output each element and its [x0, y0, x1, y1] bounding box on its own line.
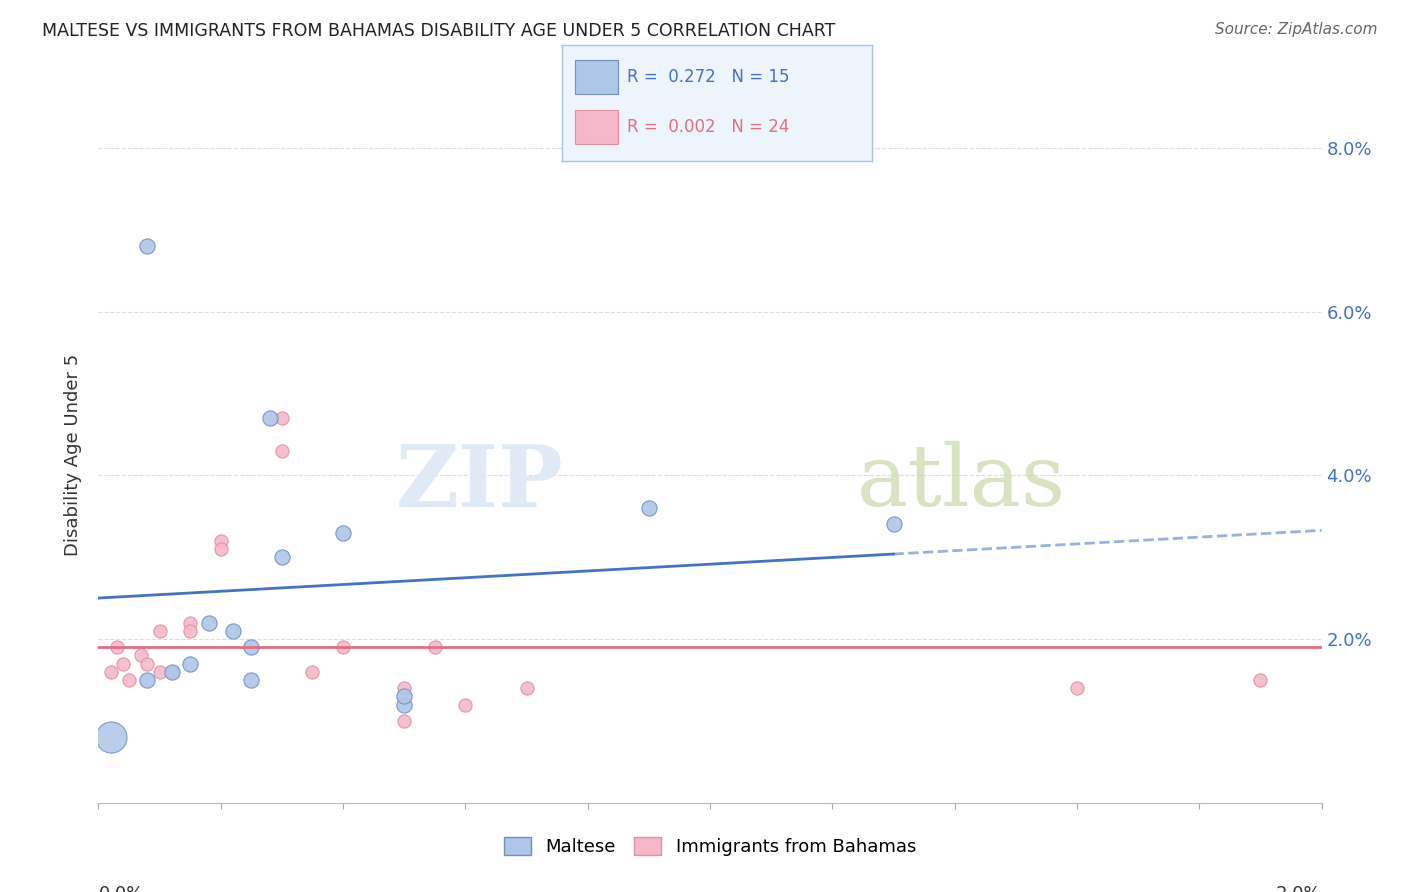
Point	[240, 673, 263, 687]
Bar	[575, 60, 619, 95]
Text: ZIP: ZIP	[395, 441, 564, 524]
Point	[516, 681, 538, 696]
Point	[118, 673, 141, 687]
Legend: Maltese, Immigrants from Bahamas: Maltese, Immigrants from Bahamas	[496, 830, 924, 863]
Text: 2.0%: 2.0%	[1277, 885, 1322, 892]
Point	[129, 648, 152, 663]
Point	[100, 665, 122, 679]
Text: Source: ZipAtlas.com: Source: ZipAtlas.com	[1215, 22, 1378, 37]
Point	[1249, 673, 1271, 687]
Point	[270, 411, 294, 425]
Point	[179, 615, 201, 630]
Text: R =  0.002   N = 24: R = 0.002 N = 24	[627, 118, 790, 136]
Text: atlas: atlas	[856, 442, 1066, 524]
Point	[222, 624, 245, 638]
Point	[301, 665, 323, 679]
Point	[270, 550, 294, 565]
Point	[392, 714, 416, 728]
Text: MALTESE VS IMMIGRANTS FROM BAHAMAS DISABILITY AGE UNDER 5 CORRELATION CHART: MALTESE VS IMMIGRANTS FROM BAHAMAS DISAB…	[42, 22, 835, 40]
Bar	[575, 110, 619, 145]
Text: 0.0%: 0.0%	[98, 885, 143, 892]
Point	[160, 665, 183, 679]
Point	[105, 640, 128, 655]
Point	[423, 640, 446, 655]
Point	[209, 533, 232, 548]
Point	[240, 640, 263, 655]
Point	[270, 443, 294, 458]
Point	[160, 665, 183, 679]
Point	[259, 411, 281, 425]
Point	[136, 657, 159, 671]
Point	[454, 698, 477, 712]
Point	[1066, 681, 1088, 696]
Point	[111, 657, 134, 671]
Point	[392, 681, 416, 696]
Point	[883, 517, 905, 532]
Point	[332, 640, 354, 655]
Point	[179, 657, 201, 671]
Point	[209, 542, 232, 557]
Point	[149, 624, 172, 638]
Text: R =  0.272   N = 15: R = 0.272 N = 15	[627, 68, 790, 86]
Point	[149, 665, 172, 679]
Point	[100, 731, 122, 745]
Y-axis label: Disability Age Under 5: Disability Age Under 5	[65, 354, 83, 556]
Point	[179, 624, 201, 638]
Point	[136, 239, 159, 253]
Point	[392, 698, 416, 712]
Point	[136, 673, 159, 687]
Point	[197, 615, 219, 630]
Point	[332, 525, 354, 540]
Point	[392, 690, 416, 704]
Point	[637, 501, 661, 516]
